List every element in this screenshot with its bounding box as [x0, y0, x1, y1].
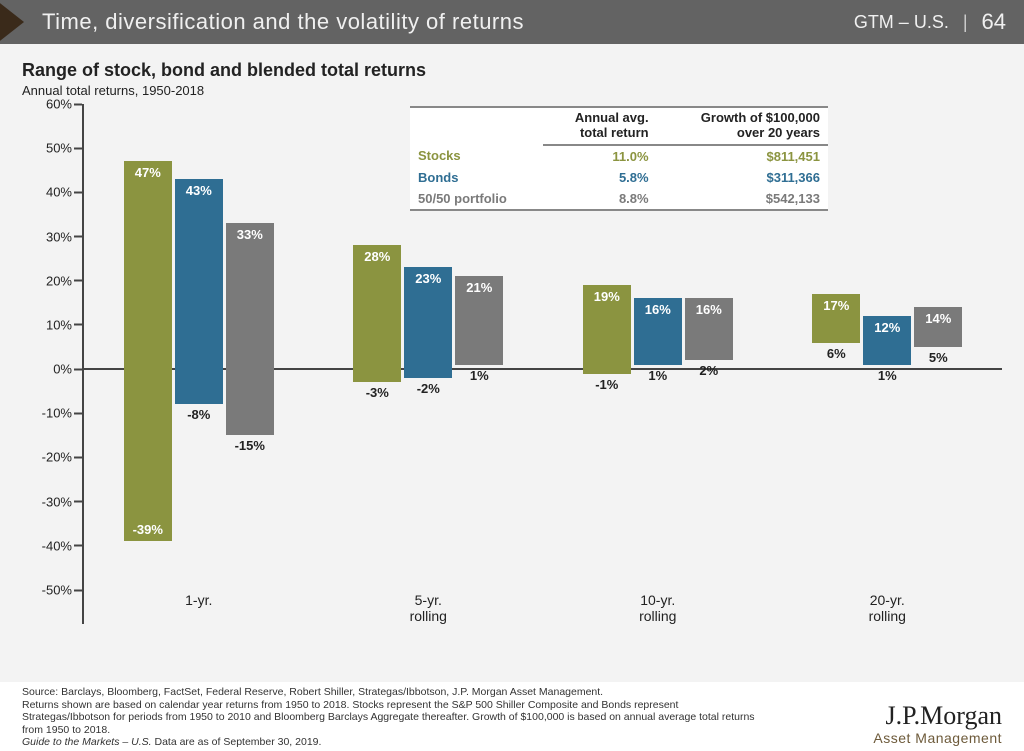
table-row-label: Bonds: [410, 167, 543, 188]
bar-high-label: 28%: [353, 249, 401, 264]
range-bar: 16%1%: [634, 298, 682, 364]
logo-main: J.P.Morgan: [873, 703, 1002, 729]
table-row-avg: 5.8%: [543, 167, 657, 188]
chart-title: Range of stock, bond and blended total r…: [22, 60, 1002, 81]
y-tick: 30%: [46, 229, 72, 244]
x-axis-labels: 1-yr.5-yr.rolling10-yr.rolling20-yr.roll…: [84, 590, 1002, 624]
y-tick: 0%: [53, 362, 72, 377]
bar-high-label: 16%: [685, 302, 733, 317]
table-row: Bonds5.8%$311,366: [410, 167, 828, 188]
table-row-growth: $311,366: [657, 167, 828, 188]
bar-high-label: 47%: [124, 165, 172, 180]
y-tick: -50%: [42, 583, 72, 598]
y-tick: 40%: [46, 185, 72, 200]
table-row-growth: $542,133: [657, 188, 828, 210]
footer-area: Source: Barclays, Bloomberg, FactSet, Fe…: [0, 682, 1024, 751]
y-tick: -30%: [42, 494, 72, 509]
x-label: 1-yr.: [84, 590, 314, 624]
range-bar: 19%-1%: [583, 285, 631, 373]
summary-table: Annual avg.total returnGrowth of $100,00…: [410, 106, 828, 211]
bar-high-label: 17%: [812, 298, 860, 313]
range-bar: 17%6%: [812, 294, 860, 343]
y-axis: 60%50%40%30%20%10%0%-10%-20%-30%-40%-50%: [22, 104, 82, 590]
y-tick: -40%: [42, 538, 72, 553]
bar-low-label: -8%: [175, 407, 223, 422]
bar-high-label: 12%: [863, 320, 911, 335]
y-tick: 50%: [46, 141, 72, 156]
x-label: 5-yr.rolling: [314, 590, 544, 624]
x-label: 10-yr.rolling: [543, 590, 773, 624]
range-bar: 16%2%: [685, 298, 733, 360]
bar-high-label: 19%: [583, 289, 631, 304]
range-bar: 33%-15%: [226, 223, 274, 435]
x-label: 20-yr.rolling: [773, 590, 1003, 624]
y-tick: -20%: [42, 450, 72, 465]
bar-group: 47%-39%43%-8%33%-15%: [84, 104, 314, 590]
footnote-text: Source: Barclays, Bloomberg, FactSet, Fe…: [22, 686, 762, 749]
table-row: Stocks11.0%$811,451: [410, 145, 828, 167]
bar-low-label: -15%: [226, 438, 274, 453]
chart-area: Annual avg.total returnGrowth of $100,00…: [22, 104, 1002, 624]
header-right: GTM – U.S. | 64: [854, 9, 1006, 35]
bar-low-label: 2%: [685, 363, 733, 378]
page-title: Time, diversification and the volatility…: [42, 9, 524, 35]
range-bar: 23%-2%: [404, 267, 452, 377]
bar-low-label: 1%: [634, 368, 682, 383]
range-bar: 47% -39%: [124, 161, 172, 541]
range-bar: 14%5%: [914, 307, 962, 347]
range-bar: 43%-8%: [175, 179, 223, 404]
bar-low-label: 1%: [863, 368, 911, 383]
bar-low-label: 5%: [914, 350, 962, 365]
bar-low-label: -2%: [404, 381, 452, 396]
range-bar: 28%-3%: [353, 245, 401, 382]
range-bar: 21%1%: [455, 276, 503, 364]
table-row-growth: $811,451: [657, 145, 828, 167]
table-row-avg: 11.0%: [543, 145, 657, 167]
header-separator: |: [963, 12, 968, 33]
bar-low-label: -3%: [353, 385, 401, 400]
table-row-avg: 8.8%: [543, 188, 657, 210]
bar-high-label: 33%: [226, 227, 274, 242]
table-header: [410, 108, 543, 145]
table-row-label: Stocks: [410, 145, 543, 167]
chart-subtitle: Annual total returns, 1950-2018: [22, 83, 1002, 98]
y-tick: 20%: [46, 273, 72, 288]
header-page-number: 64: [982, 9, 1006, 35]
bar-low-label: 6%: [812, 346, 860, 361]
y-tick: -10%: [42, 406, 72, 421]
y-tick: 10%: [46, 317, 72, 332]
table-row-label: 50/50 portfolio: [410, 188, 543, 210]
bar-low-label: 1%: [455, 368, 503, 383]
bar-high-label: 21%: [455, 280, 503, 295]
header-chevron-icon: [0, 0, 24, 44]
y-tick: 60%: [46, 97, 72, 112]
header-gtm-label: GTM – U.S.: [854, 12, 949, 33]
content-area: Range of stock, bond and blended total r…: [0, 44, 1024, 701]
logo-sub: Asset Management: [873, 731, 1002, 745]
bar-high-label: 16%: [634, 302, 682, 317]
logo: J.P.Morgan Asset Management: [873, 703, 1002, 745]
bar-high-label: 14%: [914, 311, 962, 326]
bar-low-label: -39%: [124, 522, 172, 537]
table-row: 50/50 portfolio8.8%$542,133: [410, 188, 828, 210]
bar-high-label: 43%: [175, 183, 223, 198]
table-header: Growth of $100,000over 20 years: [657, 108, 828, 145]
page-header: Time, diversification and the volatility…: [0, 0, 1024, 44]
bar-high-label: 23%: [404, 271, 452, 286]
range-bar: 12%1%: [863, 316, 911, 365]
table-header: Annual avg.total return: [543, 108, 657, 145]
bar-low-label: -1%: [583, 377, 631, 392]
